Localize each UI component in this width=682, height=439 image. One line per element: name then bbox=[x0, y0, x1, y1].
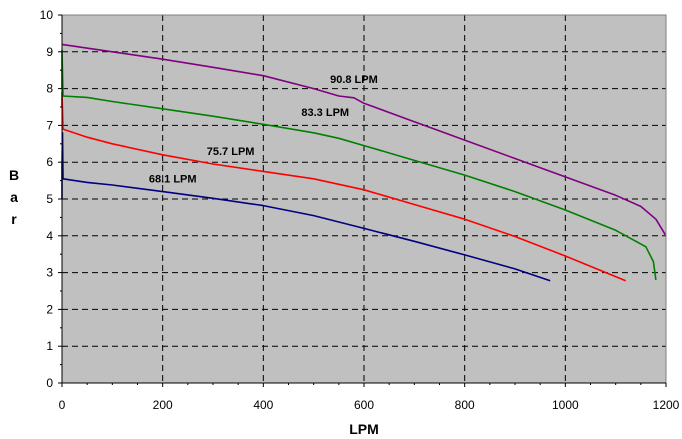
series-lines bbox=[61, 43, 667, 282]
series-line-68-1-lpm bbox=[61, 132, 551, 282]
series-line-90-8-lpm bbox=[61, 43, 667, 237]
y-tick-label: 8 bbox=[46, 82, 53, 96]
y-tick-label: 3 bbox=[46, 266, 53, 280]
x-tick-label: 1200 bbox=[653, 398, 680, 412]
y-axis-title: Bar bbox=[9, 167, 19, 227]
series-label: 90.8 LPM bbox=[330, 74, 378, 86]
axes bbox=[58, 14, 667, 387]
y-tick-label: 7 bbox=[46, 118, 53, 132]
y-tick-label: 5 bbox=[46, 192, 53, 206]
y-tick-label: 10 bbox=[40, 8, 54, 22]
y-tick-label: 1 bbox=[46, 339, 53, 353]
series-line-75-7-lpm bbox=[61, 91, 627, 282]
y-axis-title-letter: B bbox=[9, 167, 19, 183]
series-label: 75.7 LPM bbox=[207, 146, 255, 158]
y-tick-label: 4 bbox=[46, 229, 53, 243]
series-label: 83.3 LPM bbox=[301, 107, 349, 119]
series-labels: 68.1 LPM 75.7 LPM 83.3 LPM 90.8 LPM bbox=[149, 74, 378, 185]
y-tick-label: 6 bbox=[46, 155, 53, 169]
series-label: 68.1 LPM bbox=[149, 173, 197, 185]
y-axis-title-letter: a bbox=[10, 189, 18, 205]
x-tick-label: 200 bbox=[153, 398, 173, 412]
series-line-83-3-lpm bbox=[61, 49, 657, 281]
x-tick-label: 1000 bbox=[552, 398, 579, 412]
x-tick-label: 0 bbox=[59, 398, 66, 412]
y-tick-label: 0 bbox=[46, 376, 53, 390]
x-tick-label: 600 bbox=[354, 398, 374, 412]
x-tick-label: 400 bbox=[253, 398, 273, 412]
y-tick-label: 9 bbox=[46, 45, 53, 59]
x-axis-title: LPM bbox=[349, 421, 379, 437]
y-tick-label: 2 bbox=[46, 302, 53, 316]
y-axis-title-letter: r bbox=[11, 211, 17, 227]
x-tick-label: 800 bbox=[455, 398, 475, 412]
tick-labels: 0 1 2 3 4 5 6 7 8 9 10 0 200 400 600 800 1000 1200 bbox=[40, 8, 680, 412]
